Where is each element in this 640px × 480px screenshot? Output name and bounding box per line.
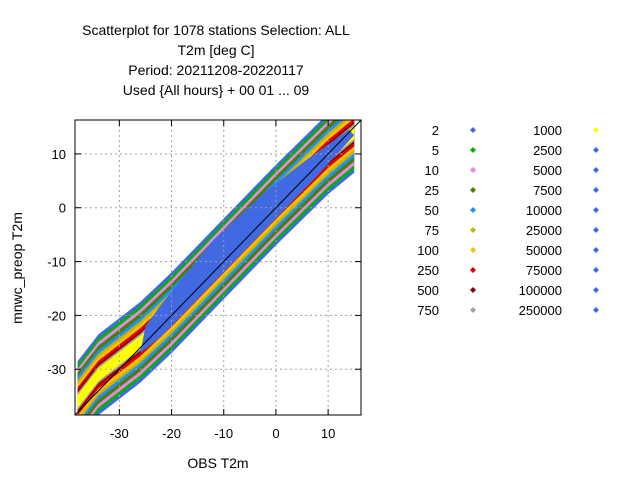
- axis-ticks: -30 -20 -10 0 10 -30 -20 -10 0 10: [47, 120, 361, 441]
- legend-marker: [470, 207, 476, 213]
- legend-marker: [593, 207, 599, 213]
- x-tick-label: -10: [214, 426, 233, 441]
- x-tick-label: 10: [321, 426, 335, 441]
- legend-marker: [470, 127, 476, 133]
- legend-marker: [470, 307, 476, 313]
- legend-label: 7500: [533, 183, 562, 198]
- legend-marker: [593, 267, 599, 273]
- legend-label: 2500: [533, 143, 562, 158]
- legend-marker: [593, 127, 599, 133]
- y-axis-label: mnwc_preop T2m: [9, 212, 25, 324]
- chart-title: Scatterplot for 1078 stations Selection:…: [82, 22, 350, 98]
- title-line-3: Period: 20211208-20220117: [128, 62, 304, 78]
- legend-label: 75000: [526, 263, 562, 278]
- x-axis-label: OBS T2m: [187, 455, 248, 471]
- y-tick-label: -30: [47, 362, 66, 377]
- legend-label: 1000: [533, 123, 562, 138]
- y-tick-label: 10: [52, 147, 66, 162]
- legend-label: 5000: [533, 163, 562, 178]
- y-tick-label: 0: [59, 201, 66, 216]
- legend-marker: [593, 167, 599, 173]
- legend-marker: [470, 287, 476, 293]
- legend-marker: [470, 247, 476, 253]
- density-core: [140, 129, 355, 354]
- legend-marker: [470, 167, 476, 173]
- y-tick-label: -20: [47, 308, 66, 323]
- legend-label: 25000: [526, 223, 562, 238]
- legend-marker: [470, 267, 476, 273]
- legend: 2510255075100250500750100025005000750010…: [417, 123, 599, 318]
- legend-label: 100: [417, 243, 439, 258]
- title-line-2: T2m [deg C]: [177, 42, 254, 58]
- legend-marker: [470, 227, 476, 233]
- x-tick-label: -30: [110, 426, 129, 441]
- legend-label: 25: [425, 183, 439, 198]
- legend-label: 50: [425, 203, 439, 218]
- y-tick-label: -10: [47, 255, 66, 270]
- legend-marker: [470, 147, 476, 153]
- x-tick-label: 0: [272, 426, 279, 441]
- legend-label: 500: [417, 283, 439, 298]
- legend-label: 750: [417, 303, 439, 318]
- legend-label: 250: [417, 263, 439, 278]
- legend-marker: [593, 147, 599, 153]
- legend-marker: [593, 307, 599, 313]
- plot-frame: [74, 119, 362, 416]
- legend-label: 10: [425, 163, 439, 178]
- grid-lines: [75, 120, 361, 415]
- one-to-one-line: [74, 119, 362, 416]
- legend-marker: [593, 247, 599, 253]
- legend-label: 50000: [526, 243, 562, 258]
- legend-label: 2: [432, 123, 439, 138]
- legend-marker: [593, 287, 599, 293]
- legend-label: 10000: [526, 203, 562, 218]
- legend-label: 250000: [519, 303, 562, 318]
- legend-marker: [593, 187, 599, 193]
- legend-marker: [593, 227, 599, 233]
- legend-label: 5: [432, 143, 439, 158]
- legend-label: 100000: [519, 283, 562, 298]
- density-plot-area: [77, 120, 355, 415]
- title-line-1: Scatterplot for 1078 stations Selection:…: [82, 22, 350, 38]
- legend-label: 75: [425, 223, 439, 238]
- legend-marker: [470, 187, 476, 193]
- x-tick-label: -20: [162, 426, 181, 441]
- title-line-4: Used {All hours} + 00 01 ... 09: [123, 82, 310, 98]
